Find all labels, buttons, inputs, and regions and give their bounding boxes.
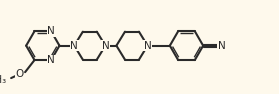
Text: N: N xyxy=(144,41,151,51)
Text: N: N xyxy=(102,41,109,51)
Text: CH₃: CH₃ xyxy=(0,75,7,85)
Text: N: N xyxy=(70,41,78,51)
Text: O: O xyxy=(15,69,23,79)
Text: N: N xyxy=(47,55,55,65)
Text: N: N xyxy=(47,26,55,36)
Text: N: N xyxy=(218,41,225,51)
